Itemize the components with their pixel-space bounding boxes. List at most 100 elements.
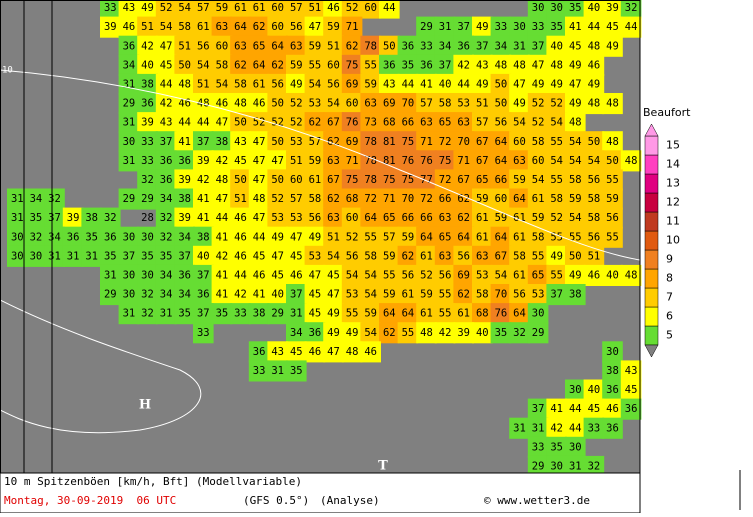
gust-value: 58 [309, 193, 322, 205]
field-cell [211, 54, 233, 76]
gust-value: 72 [420, 193, 433, 205]
gust-value: 72 [439, 136, 452, 148]
gust-value: 56 [327, 78, 340, 90]
field-cell [304, 226, 326, 248]
gust-value: 65 [439, 231, 452, 243]
field-cell [267, 284, 288, 306]
legend-label: 15 [666, 139, 680, 152]
field-cell [490, 131, 512, 153]
field-cell [527, 35, 549, 57]
gust-value: 33 [141, 136, 154, 148]
field-cell [509, 417, 530, 439]
gust-value: 53 [290, 212, 303, 224]
field-cell [509, 169, 530, 191]
gust-value: 32 [141, 174, 154, 186]
field-cell [565, 245, 586, 267]
field-cell [81, 245, 102, 267]
field-cell [7, 188, 28, 210]
gust-value: 44 [569, 403, 582, 415]
gust-value: 58 [588, 212, 601, 224]
gust-value: 76 [420, 155, 433, 167]
field-cell [286, 207, 307, 229]
field-cell [248, 73, 270, 95]
field-cell [453, 264, 474, 286]
field-cell [286, 303, 307, 325]
gust-value: 31 [48, 250, 61, 262]
field-cell [137, 169, 158, 191]
gust-value: 46 [234, 250, 247, 262]
gust-value: 46 [588, 59, 601, 71]
gust-value: 48 [234, 98, 247, 110]
gust-value: 64 [420, 231, 433, 243]
gust-value: 49 [346, 327, 359, 339]
gust-value: 56 [495, 117, 508, 129]
gust-value: 52 [550, 212, 563, 224]
gust-value: 50 [234, 174, 247, 186]
gust-value: 62 [327, 193, 340, 205]
gust-value: 33 [197, 327, 210, 339]
gust-value: 38 [85, 212, 98, 224]
field-cell [323, 93, 344, 115]
gust-value: 48 [495, 59, 508, 71]
gust-value: 31 [513, 40, 526, 52]
field-cell [490, 54, 512, 76]
field-cell [100, 264, 121, 286]
field-cell [527, 245, 549, 267]
gust-value: 30 [569, 384, 582, 396]
field-cell [472, 131, 493, 153]
field-cell [509, 73, 530, 95]
legend-label: 12 [666, 196, 680, 209]
field-cell [267, 360, 288, 382]
gust-value: 60 [346, 212, 359, 224]
field-cell [565, 112, 586, 134]
gust-value: 63 [234, 40, 247, 52]
gust-value: 71 [457, 155, 470, 167]
field-cell [267, 207, 288, 229]
gust-value: 36 [253, 346, 266, 358]
field-cell [118, 245, 140, 267]
gust-value: 59 [569, 193, 582, 205]
gust-value: 47 [290, 231, 303, 243]
gust-value: 31 [569, 460, 582, 472]
gust-value: 61 [476, 231, 489, 243]
field-cell [397, 284, 419, 306]
gust-value: 59 [402, 231, 415, 243]
field-cell [602, 379, 623, 401]
gust-value: 64 [402, 308, 415, 320]
field-cell [472, 169, 493, 191]
field-cell [118, 303, 140, 325]
field-cell [174, 284, 195, 306]
field-cell [472, 264, 493, 286]
field-cell [490, 245, 512, 267]
field-cell [304, 73, 326, 95]
field-cell [248, 169, 270, 191]
field-cell [583, 264, 605, 286]
field-cell [602, 0, 623, 19]
gust-value: 57 [197, 2, 210, 14]
field-cell [267, 303, 288, 325]
field-cell [118, 0, 140, 19]
gust-value: 59 [606, 193, 619, 205]
gust-value: 37 [439, 59, 452, 71]
gust-value: 31 [85, 250, 98, 262]
gust-value: 50 [271, 98, 284, 110]
field-cell [118, 54, 140, 76]
gust-value: 61 [532, 193, 545, 205]
field-cell [360, 207, 381, 229]
gust-value: 36 [123, 40, 136, 52]
gust-value: 69 [346, 136, 359, 148]
gust-value: 36 [420, 59, 433, 71]
gust-value: 30 [123, 269, 136, 281]
field-cell [155, 0, 177, 19]
field-cell [211, 150, 233, 172]
field-cell [546, 226, 567, 248]
gust-value: 43 [160, 117, 173, 129]
gust-value: 41 [216, 289, 229, 301]
legend: 5 6 7 8 9 10 11 12 13 14 15 [644, 123, 680, 358]
gust-value: 45 [606, 21, 619, 33]
field-cell [155, 112, 177, 134]
gust-value: 46 [234, 231, 247, 243]
field-cell [509, 264, 530, 286]
field-cell [341, 188, 363, 210]
field-cell [341, 131, 363, 153]
